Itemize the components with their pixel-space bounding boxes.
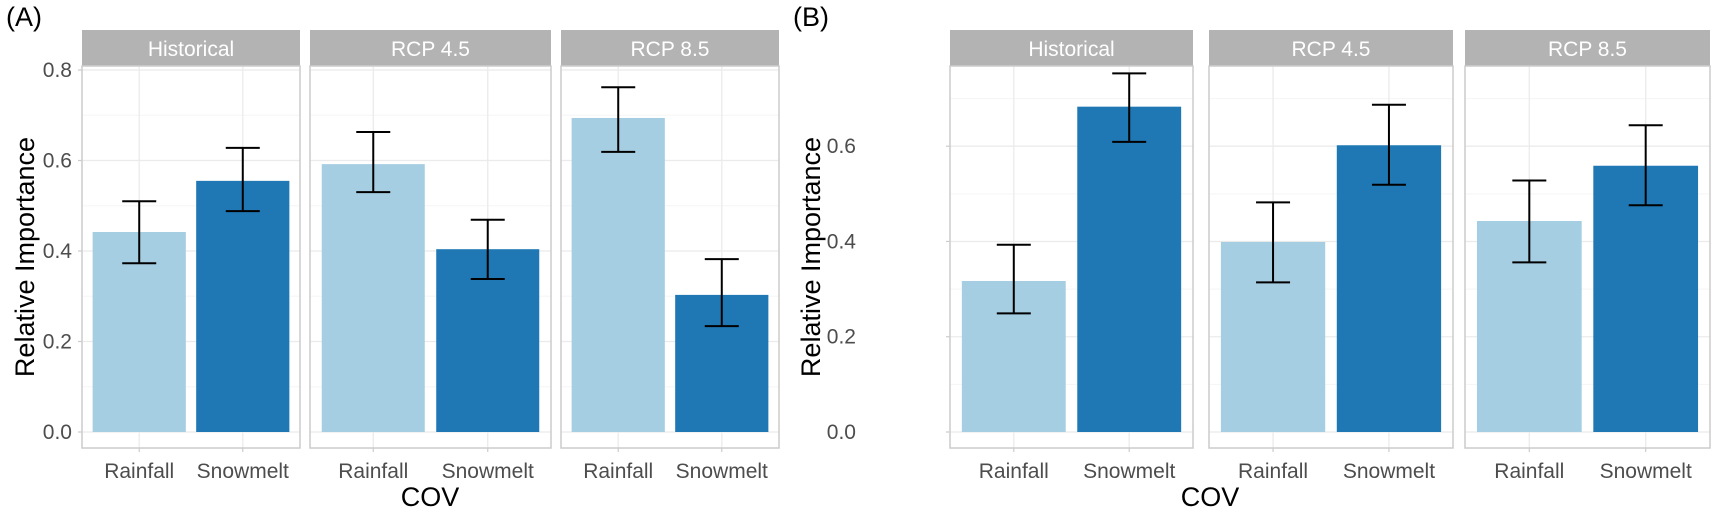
facet-strip	[561, 30, 779, 66]
bar-snowmelt	[1593, 165, 1699, 432]
facet-title: RCP 4.5	[1292, 38, 1371, 61]
facet-title: RCP 8.5	[631, 38, 710, 61]
x-tick-label: Rainfall	[979, 460, 1049, 483]
facet-strip	[82, 30, 300, 66]
bar-snowmelt	[1336, 145, 1442, 433]
bar-snowmelt	[196, 180, 290, 432]
y-tick-label: 0.6	[43, 150, 72, 173]
y-tick-label: 0.0	[43, 421, 72, 444]
facet-border	[1464, 65, 1711, 449]
facet-border	[560, 65, 780, 449]
facet-title: Historical	[148, 38, 234, 61]
x-axis-title: COV	[401, 482, 460, 512]
x-tick-label: Rainfall	[583, 460, 653, 483]
bar-rainfall	[92, 231, 186, 432]
y-axis-title: Relative Importance	[10, 137, 40, 377]
facet-border	[81, 65, 301, 449]
x-tick-label: Snowmelt	[1343, 460, 1435, 483]
x-tick-label: Snowmelt	[1083, 460, 1175, 483]
x-tick-label: Rainfall	[1238, 460, 1308, 483]
x-axis-title: COV	[1181, 482, 1240, 512]
facet-border	[1208, 65, 1454, 449]
facet-border	[309, 65, 552, 449]
x-tick-label: Rainfall	[1494, 460, 1564, 483]
panel-label: (A)	[6, 2, 42, 32]
facet-strip	[950, 30, 1193, 66]
facet-strip	[1209, 30, 1453, 66]
y-tick-label: 0.4	[827, 230, 857, 253]
x-tick-label: Snowmelt	[442, 460, 534, 483]
y-tick-label: 0.2	[43, 331, 72, 354]
facet-title: Historical	[1028, 38, 1114, 61]
facet-border	[949, 65, 1194, 449]
bar-rainfall	[321, 164, 425, 432]
y-axis-title: Relative Importance	[796, 137, 826, 377]
facet-strip	[310, 30, 551, 66]
x-tick-label: Snowmelt	[676, 460, 768, 483]
x-tick-label: Snowmelt	[197, 460, 289, 483]
facet-title: RCP 4.5	[391, 38, 470, 61]
facet-strip	[1465, 30, 1710, 66]
x-tick-label: Rainfall	[104, 460, 174, 483]
x-tick-label: Rainfall	[338, 460, 408, 483]
x-tick-label: Snowmelt	[1600, 460, 1692, 483]
y-tick-label: 0.2	[827, 326, 856, 349]
y-tick-label: 0.0	[827, 421, 856, 444]
y-tick-label: 0.4	[43, 240, 73, 263]
bar-snowmelt	[1077, 106, 1182, 432]
bar-rainfall	[571, 117, 665, 432]
facet-title: RCP 8.5	[1548, 38, 1627, 61]
y-tick-label: 0.6	[827, 135, 856, 158]
y-tick-label: 0.8	[43, 59, 72, 82]
panel-label: (B)	[793, 2, 829, 32]
